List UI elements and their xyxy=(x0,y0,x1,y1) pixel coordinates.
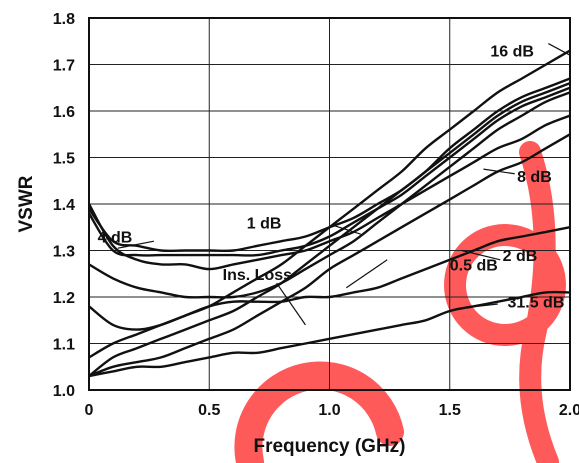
watermark-arc xyxy=(234,361,404,463)
series-line xyxy=(88,133,571,378)
y-tick-label: 1.2 xyxy=(53,290,75,307)
watermark-arc xyxy=(519,141,559,463)
annotation-leader xyxy=(548,43,571,56)
series-label: 0.5 dB xyxy=(450,257,498,274)
annotation-leader xyxy=(345,259,388,289)
annotation-leader xyxy=(483,168,515,175)
x-tick-label: 1.0 xyxy=(318,402,340,419)
annotation-leaders xyxy=(117,43,571,326)
series-label: 1 dB xyxy=(247,216,282,233)
y-axis-title: VSWR xyxy=(16,175,37,232)
annotation-leader xyxy=(276,282,306,326)
annotation-leader xyxy=(456,303,498,310)
annotation-leader xyxy=(117,240,155,249)
series-lines xyxy=(87,49,571,378)
y-tick-label: 1.3 xyxy=(53,244,75,261)
series-label: 16 dB xyxy=(490,44,534,61)
series-line xyxy=(88,77,571,378)
series-line xyxy=(88,81,571,253)
watermark-arcs xyxy=(234,141,566,463)
plot-frame xyxy=(88,17,571,391)
series-annotations: 16 dB 4 dB 1 dB 8 dB 2 dB 0.5 dB 31.5 dB Ins. L… xyxy=(98,44,565,312)
y-tick-label: 1.8 xyxy=(53,11,75,28)
series-label: 31.5 dB xyxy=(507,295,564,312)
series-line xyxy=(87,114,571,271)
y-tick-label: 1.6 xyxy=(53,104,75,121)
y-tick-label: 1.5 xyxy=(53,151,75,168)
y-tick-label: 1.4 xyxy=(53,197,75,214)
series-label: 2 dB xyxy=(503,248,538,265)
series-label: 8 dB xyxy=(517,169,552,186)
y-tick-label: 1.7 xyxy=(53,58,75,75)
series-line xyxy=(87,86,571,257)
series-line xyxy=(88,91,571,299)
y-tick-label: 1.1 xyxy=(53,337,75,354)
series-label: 4 dB xyxy=(98,230,133,247)
series-line xyxy=(88,290,571,378)
tick-labels: 0 0.5 1.0 1.5 2.0 1.0 1.1 1.2 1.3 1.4 1.5 1.6 1.7 1.8 xyxy=(53,11,579,419)
x-tick-label: 1.5 xyxy=(439,402,461,419)
annotation-leader xyxy=(331,224,361,235)
series-label: Ins. Loss xyxy=(223,267,292,284)
watermark-ring xyxy=(444,224,566,346)
x-tick-label: 0 xyxy=(85,402,94,419)
annotation-leader xyxy=(461,249,501,261)
x-axis-title: Frequency (GHz) xyxy=(253,436,405,457)
x-tick-label: 2.0 xyxy=(559,402,579,419)
x-tick-label: 0.5 xyxy=(198,402,220,419)
series-line xyxy=(88,226,571,331)
y-tick-label: 1.0 xyxy=(53,383,75,400)
